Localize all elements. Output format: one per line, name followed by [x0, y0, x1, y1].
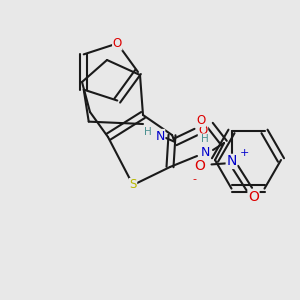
Text: O: O — [198, 124, 208, 136]
Text: S: S — [129, 178, 137, 191]
Text: O: O — [112, 37, 122, 50]
Text: H: H — [144, 127, 152, 137]
Text: O: O — [196, 113, 206, 127]
Text: O: O — [248, 190, 259, 204]
Text: N: N — [155, 130, 165, 142]
Text: H: H — [201, 134, 209, 144]
Text: -: - — [193, 174, 196, 184]
Text: +: + — [240, 148, 249, 158]
Text: N: N — [226, 154, 237, 168]
Text: N: N — [200, 146, 210, 158]
Text: O: O — [194, 159, 205, 173]
